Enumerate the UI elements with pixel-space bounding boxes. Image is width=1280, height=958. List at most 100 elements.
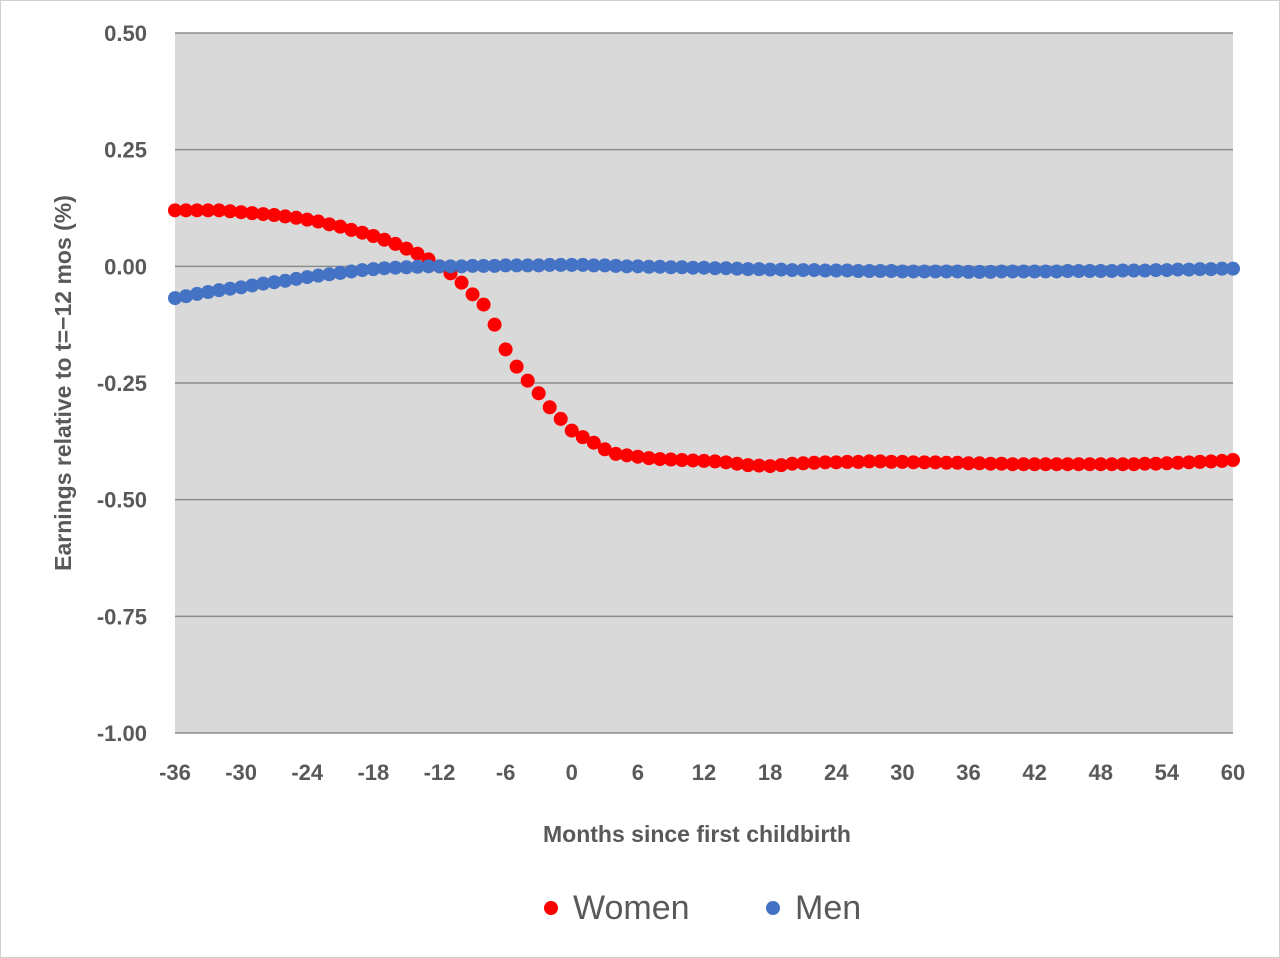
data-point-men <box>278 273 293 288</box>
data-point-men <box>884 264 899 278</box>
legend-label-men: Men <box>795 889 861 927</box>
data-point-women <box>774 458 789 473</box>
data-point-women <box>663 452 678 467</box>
data-point-women <box>278 209 293 224</box>
data-point-men <box>741 262 756 277</box>
data-point-women <box>223 204 238 219</box>
data-point-men <box>498 258 513 273</box>
data-point-men <box>685 260 700 275</box>
data-point-men <box>388 260 403 275</box>
data-point-women <box>950 455 965 470</box>
series-layer <box>168 203 1240 474</box>
data-point-women <box>564 423 579 438</box>
y-tick-label: -0.25 <box>97 371 147 396</box>
data-point-men <box>895 264 910 279</box>
data-point-men <box>586 258 601 273</box>
data-point-men <box>807 263 822 278</box>
data-point-men <box>697 260 711 275</box>
data-point-men <box>476 258 491 273</box>
y-tick-label: -1.00 <box>97 721 147 746</box>
data-point-women <box>917 455 932 470</box>
data-point-women <box>674 453 689 467</box>
data-point-women <box>454 275 469 290</box>
data-point-women <box>697 453 711 468</box>
data-point-women <box>619 448 634 463</box>
data-point-women <box>1104 457 1119 472</box>
data-point-women <box>190 203 205 218</box>
data-point-women <box>840 454 855 469</box>
data-point-men <box>961 264 976 279</box>
data-point-women <box>796 456 811 471</box>
x-tick-label: 54 <box>1155 760 1180 785</box>
data-point-men <box>234 280 249 295</box>
data-point-men <box>873 264 888 278</box>
data-point-women <box>1214 453 1229 468</box>
x-tick-label: 24 <box>824 760 849 785</box>
data-point-women <box>531 386 546 401</box>
x-tick-label: 6 <box>632 760 644 785</box>
data-point-men <box>1192 262 1207 277</box>
data-point-men <box>1159 263 1174 278</box>
legend-item-men: Men <box>766 889 861 927</box>
data-point-women <box>1181 455 1196 470</box>
data-point-men <box>366 262 381 277</box>
data-point-women <box>311 214 326 229</box>
data-point-men <box>983 264 998 279</box>
data-point-men <box>719 261 734 276</box>
data-point-women <box>1027 457 1042 472</box>
data-point-men <box>465 258 480 273</box>
data-point-women <box>1049 457 1064 472</box>
data-point-women <box>553 411 568 426</box>
data-point-men <box>1226 261 1240 276</box>
data-point-women <box>1071 457 1086 472</box>
x-tick-label: -36 <box>159 760 191 785</box>
data-point-women <box>300 212 315 227</box>
data-point-men <box>190 286 205 301</box>
data-point-women <box>685 453 700 468</box>
data-point-men <box>322 267 337 282</box>
data-point-men <box>1071 264 1086 278</box>
data-point-men <box>1027 264 1042 279</box>
data-point-men <box>829 263 844 278</box>
data-point-women <box>267 208 282 222</box>
data-point-women <box>498 342 513 357</box>
data-point-men <box>663 260 678 275</box>
data-point-women <box>906 455 921 470</box>
data-point-women <box>1005 457 1020 472</box>
series-women <box>168 203 1240 474</box>
data-point-men <box>730 261 745 276</box>
data-point-men <box>597 258 612 273</box>
data-point-men <box>708 261 723 276</box>
data-point-men <box>950 264 965 279</box>
data-point-women <box>1016 457 1031 472</box>
data-point-women <box>520 373 535 388</box>
data-point-women <box>366 229 381 243</box>
x-tick-label: -6 <box>496 760 516 785</box>
data-point-women <box>807 455 822 470</box>
data-point-men <box>1148 263 1163 278</box>
data-point-men <box>1104 264 1119 278</box>
data-point-men <box>917 264 932 279</box>
data-point-women <box>1082 457 1097 472</box>
data-point-men <box>509 258 524 273</box>
data-point-women <box>641 451 656 466</box>
data-point-men <box>785 263 800 278</box>
data-point-women <box>972 456 987 471</box>
data-point-men <box>796 263 811 278</box>
data-point-men <box>1038 264 1053 279</box>
data-point-women <box>961 456 976 471</box>
data-point-men <box>752 262 767 277</box>
data-point-women <box>168 203 182 218</box>
data-point-men <box>553 257 568 272</box>
data-point-women <box>1137 456 1152 471</box>
data-point-women <box>608 446 623 461</box>
data-point-men <box>818 263 833 278</box>
data-point-men <box>201 285 216 299</box>
data-point-men <box>333 265 348 280</box>
data-point-women <box>763 459 778 474</box>
y-tick-labels: 0.50 0.25 0.00 -0.25 -0.50 -0.75 -1.00 <box>97 21 147 746</box>
x-tick-label: -18 <box>357 760 389 785</box>
data-point-women <box>752 458 767 473</box>
data-point-men <box>245 278 260 293</box>
data-point-women <box>245 206 260 221</box>
